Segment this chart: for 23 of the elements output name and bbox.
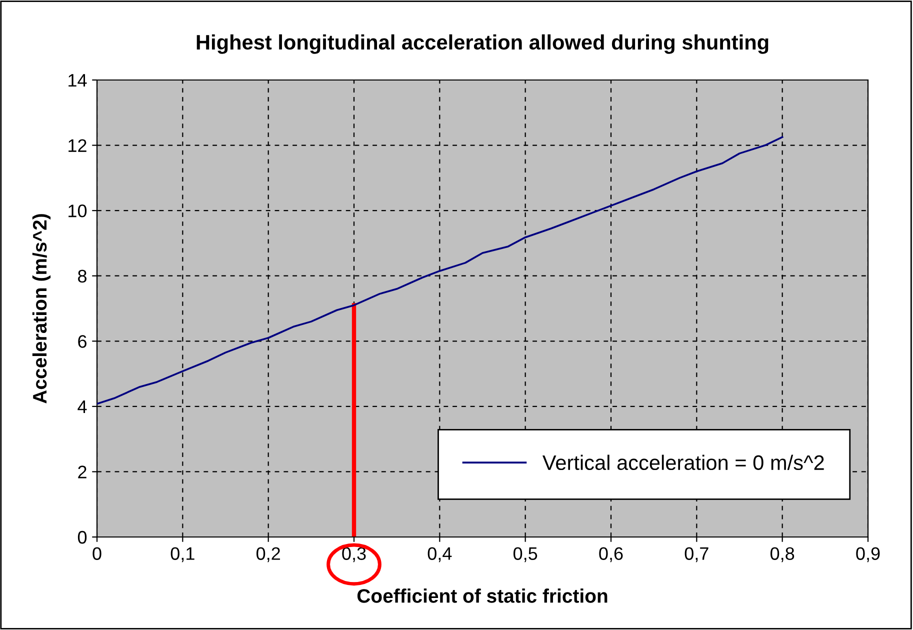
y-tick-label: 4 <box>78 400 87 413</box>
chart-title: Highest longitudinal acceleration allowed during shunting <box>196 34 768 54</box>
x-axis-title: Coefficient of static friction <box>357 588 608 603</box>
x-tick-label: 0,4 <box>428 547 452 562</box>
y-axis-title: Acceleration (m/s^2) <box>32 214 51 404</box>
y-tick-label: 10 <box>68 204 87 218</box>
x-tick-label: 0,8 <box>770 547 794 562</box>
x-tick-label: 0,7 <box>684 547 708 562</box>
x-tick-label: 0,3 <box>342 547 366 562</box>
y-tick-label: 14 <box>68 74 87 87</box>
y-tick-label: 0 <box>78 530 87 544</box>
x-tick-label: 0,9 <box>856 547 880 562</box>
y-tick-label: 12 <box>68 139 86 152</box>
x-tick-label: 0,5 <box>513 547 538 562</box>
y-tick-label: 2 <box>78 466 86 478</box>
y-tick-label: 8 <box>78 270 86 283</box>
x-tick-label: 0,2 <box>256 547 280 562</box>
x-tick-label: 0,6 <box>599 547 623 562</box>
x-tick-label: 0 <box>92 547 102 560</box>
legend-label: Vertical acceleration = 0 m/s^2 <box>542 454 824 470</box>
line-series <box>97 136 784 405</box>
x-tick-label: 0,1 <box>170 547 194 562</box>
y-tick-label: 6 <box>78 335 86 348</box>
